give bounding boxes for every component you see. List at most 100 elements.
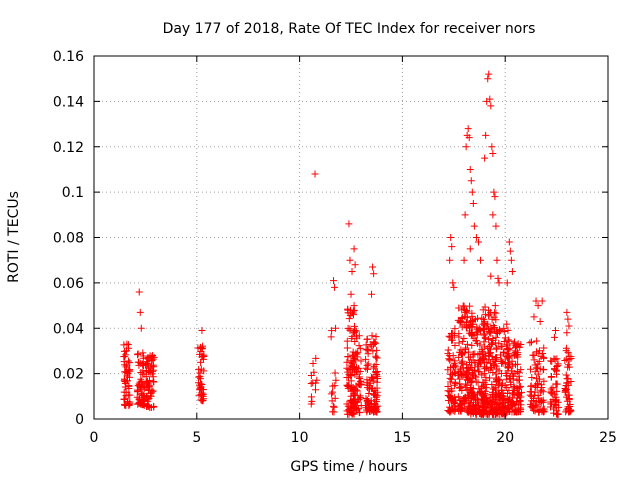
data-point (538, 297, 546, 305)
data-points (120, 70, 575, 418)
data-point (504, 360, 512, 368)
data-point (516, 343, 524, 351)
data-point (554, 410, 562, 418)
data-point (465, 134, 473, 142)
data-point (536, 317, 544, 325)
data-point (492, 222, 500, 230)
data-point (450, 363, 458, 371)
data-point (526, 365, 534, 373)
data-point (488, 381, 496, 389)
data-point (133, 351, 141, 359)
data-point (516, 396, 524, 404)
data-point (351, 385, 359, 393)
data-point (463, 381, 471, 389)
data-point (487, 272, 495, 280)
y-tick-label: 0.08 (53, 231, 84, 247)
data-point (460, 335, 468, 343)
data-point (528, 374, 536, 382)
data-point (497, 343, 505, 351)
data-point (566, 400, 574, 408)
data-point (492, 370, 500, 378)
data-point (552, 380, 560, 388)
data-point (348, 268, 356, 276)
data-point (466, 245, 474, 253)
data-point (550, 405, 558, 413)
axes-layer: 0 5 10 15 20 25 0 0.02 0.04 0.06 0.08 0.1 0.12 0.14 0.… (53, 49, 617, 446)
data-point (120, 388, 128, 396)
data-point (480, 379, 488, 387)
data-point (567, 353, 575, 361)
data-point (500, 349, 508, 357)
data-point (476, 341, 484, 349)
data-point (194, 344, 202, 352)
data-point (451, 341, 459, 349)
data-point (445, 355, 453, 363)
data-point (455, 407, 463, 415)
data-point (507, 402, 515, 410)
data-point (549, 384, 557, 392)
data-point (539, 398, 547, 406)
data-point (364, 360, 372, 368)
data-point (147, 389, 155, 397)
data-point (145, 383, 153, 391)
data-point (351, 391, 359, 399)
data-point (468, 341, 476, 349)
data-point (505, 238, 513, 246)
data-point (463, 373, 471, 381)
data-point (458, 386, 466, 394)
data-point (481, 387, 489, 395)
data-point (466, 302, 474, 310)
data-point (514, 360, 522, 368)
data-point (563, 375, 571, 383)
data-point (149, 378, 157, 386)
data-point (134, 358, 142, 366)
data-point (495, 402, 503, 410)
data-point (362, 394, 370, 402)
data-point (196, 369, 204, 377)
data-point (352, 356, 360, 364)
data-point (563, 355, 571, 363)
data-point (343, 358, 351, 366)
data-point (445, 397, 453, 405)
data-point (447, 336, 455, 344)
data-point (348, 359, 356, 367)
data-point (451, 325, 459, 333)
data-point (503, 279, 511, 287)
y-axis-label: ROTI / TECUs (6, 191, 22, 283)
data-point (485, 70, 493, 78)
data-point (485, 410, 493, 418)
data-point (122, 379, 130, 387)
data-point (469, 350, 477, 358)
data-point (125, 401, 133, 409)
data-point (329, 408, 337, 416)
data-point (530, 313, 538, 321)
data-point (331, 382, 339, 390)
data-point (553, 407, 561, 415)
y-tick-label: 0.1 (62, 185, 84, 201)
data-point (505, 337, 513, 345)
data-point (551, 333, 559, 341)
data-point (461, 211, 469, 219)
data-point (350, 302, 358, 310)
data-point (457, 359, 465, 367)
data-point (468, 388, 476, 396)
data-point (531, 388, 539, 396)
data-point (528, 338, 536, 346)
data-point (470, 334, 478, 342)
data-point (500, 324, 508, 332)
data-point (448, 375, 456, 383)
data-point (486, 374, 494, 382)
data-point (480, 400, 488, 408)
data-point (364, 396, 372, 404)
data-point (372, 368, 380, 376)
data-point (492, 396, 500, 404)
data-point (504, 336, 512, 344)
data-point (345, 220, 353, 228)
data-point (446, 356, 454, 364)
data-point (473, 325, 481, 333)
data-point (356, 344, 364, 352)
data-point (517, 366, 525, 374)
data-point (370, 270, 378, 278)
data-point (458, 360, 466, 368)
data-point (509, 340, 517, 348)
